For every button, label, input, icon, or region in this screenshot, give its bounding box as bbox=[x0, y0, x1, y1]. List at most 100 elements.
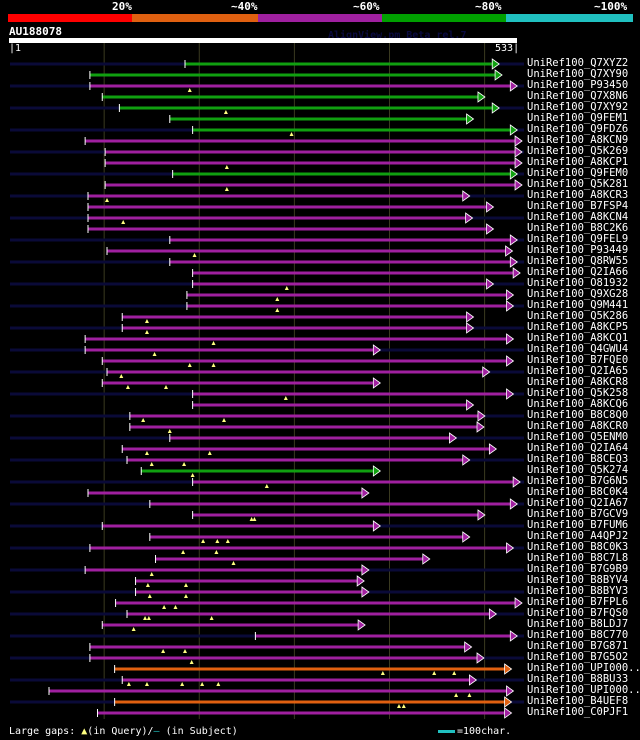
hit-label[interactable]: UniRef100_Q5K269 bbox=[527, 145, 629, 157]
hit-label[interactable]: UniRef100_B7G871 bbox=[527, 640, 629, 652]
query-gap-marker-icon bbox=[119, 374, 124, 378]
hit-end-arrow-icon bbox=[361, 487, 370, 499]
hit-end-arrow-icon bbox=[514, 146, 523, 158]
hit-label[interactable]: UniRef100_Q7X8N6 bbox=[527, 90, 629, 102]
hit-label[interactable]: UniRef100_Q2IA64 bbox=[527, 442, 629, 454]
hit-label[interactable]: UniRef100_B7FQE0 bbox=[527, 354, 629, 366]
hit-end-arrow-icon bbox=[504, 696, 513, 708]
hit-label[interactable]: UniRef100_Q2IA67 bbox=[527, 497, 629, 509]
hit-label[interactable]: UniRef100_Q5K258 bbox=[527, 387, 629, 399]
query-gap-marker-icon bbox=[223, 110, 228, 114]
hit-end-arrow-icon bbox=[488, 608, 498, 620]
hit-label[interactable]: UniRef100_B7FSP4 bbox=[527, 200, 629, 212]
hit-label[interactable]: UniRef100_B8C0K4 bbox=[527, 486, 629, 498]
query-gap-marker-icon bbox=[144, 451, 149, 455]
hit-end-arrow-icon bbox=[477, 509, 486, 521]
hit-label[interactable]: UniRef100_B8C770 bbox=[527, 629, 629, 641]
hit-end-arrow-icon bbox=[505, 245, 514, 257]
hit-label[interactable]: UniRef100_Q5K286 bbox=[527, 310, 629, 322]
hit-end-arrow-icon bbox=[486, 201, 495, 213]
hit-label[interactable]: UniRef100_B8LDJ7 bbox=[527, 618, 629, 630]
hit-label[interactable]: UniRef100_P93450 bbox=[527, 79, 629, 91]
hit-label[interactable]: UniRef100_B8BU33 bbox=[527, 673, 629, 685]
hit-end-arrow-icon bbox=[514, 157, 523, 169]
hit-label[interactable]: UniRef100_A8KCP5 bbox=[527, 321, 629, 333]
hit-label[interactable]: UniRef100_A8KCN9 bbox=[527, 134, 629, 146]
hit-label[interactable]: UniRef100_Q5ENM0 bbox=[527, 431, 629, 443]
hit-label[interactable]: UniRef100_A4QPJ2 bbox=[527, 530, 629, 542]
query-gap-marker-icon bbox=[401, 704, 406, 708]
hit-label[interactable]: UniRef100_A8KCR3 bbox=[527, 189, 629, 201]
hit-end-arrow-icon bbox=[449, 432, 458, 444]
hit-label[interactable]: UniRef100_C0PJF1 bbox=[527, 706, 629, 718]
hit-end-arrow-icon bbox=[506, 333, 515, 345]
hit-label[interactable]: UniRef100_Q7XY90 bbox=[527, 68, 629, 80]
hit-label[interactable]: UniRef100_A8KCQ1 bbox=[527, 332, 629, 344]
hit-label[interactable]: UniRef100_Q9FEM0 bbox=[527, 167, 629, 179]
query-gap-marker-icon bbox=[162, 605, 167, 609]
hit-label[interactable]: UniRef100_B8C2K6 bbox=[527, 222, 629, 234]
hit-label[interactable]: UniRef100_B8C7L8 bbox=[527, 552, 629, 564]
hit-label[interactable]: UniRef100_Q9M441 bbox=[527, 299, 629, 311]
hit-label[interactable]: UniRef100_Q9XG28 bbox=[527, 288, 629, 300]
hit-label[interactable]: UniRef100_O81932 bbox=[527, 277, 629, 289]
query-gap-marker-icon bbox=[207, 451, 212, 455]
hit-end-arrow-icon bbox=[506, 542, 515, 554]
hit-label[interactable]: UniRef100_Q7XYZ2 bbox=[527, 57, 629, 69]
hit-label[interactable]: UniRef100_A8KCR0 bbox=[527, 420, 629, 432]
hit-label[interactable]: UniRef100_Q9FDZ6 bbox=[527, 123, 629, 135]
hit-label[interactable]: UniRef100_B7G5O2 bbox=[527, 651, 629, 663]
query-gap-marker-icon bbox=[289, 132, 294, 136]
scale-legend: =100char. bbox=[438, 726, 511, 737]
hit-end-arrow-icon bbox=[465, 212, 474, 224]
query-gap-marker-icon bbox=[145, 583, 150, 587]
hit-label[interactable]: UniRef100_B7FQS0 bbox=[527, 607, 629, 619]
hit-label[interactable]: UniRef100_Q2IA65 bbox=[527, 365, 629, 377]
hit-label[interactable]: UniRef100_Q4GWU4 bbox=[527, 343, 629, 355]
legend-bar-40 bbox=[132, 14, 258, 22]
hit-label[interactable]: UniRef100_P93449 bbox=[527, 244, 629, 256]
query-gap-marker-icon bbox=[222, 418, 227, 422]
hit-label[interactable]: UniRef100_A8KCP1 bbox=[527, 156, 629, 168]
hit-label[interactable]: UniRef100_B7G9B9 bbox=[527, 563, 629, 575]
hit-label[interactable]: UniRef100_Q5K274 bbox=[527, 464, 629, 476]
legend-bar-80 bbox=[382, 14, 506, 22]
hit-label[interactable]: UniRef100_Q8RW55 bbox=[527, 255, 629, 267]
legend-label-20: 20% bbox=[112, 0, 132, 13]
hit-label[interactable]: UniRef100_B7FPL6 bbox=[527, 596, 629, 608]
hit-end-arrow-icon bbox=[372, 344, 382, 356]
hit-label[interactable]: UniRef100_UPI000.. bbox=[527, 662, 640, 674]
query-gap-marker-icon bbox=[152, 352, 157, 356]
query-gap-marker-icon bbox=[452, 671, 457, 675]
hit-label[interactable]: UniRef100_B8BYV4 bbox=[527, 574, 629, 586]
hit-label[interactable]: UniRef100_B7FUM6 bbox=[527, 519, 629, 531]
hit-label[interactable]: UniRef100_A8KCN4 bbox=[527, 211, 629, 223]
hit-label[interactable]: UniRef100_A8KCR8 bbox=[527, 376, 629, 388]
hit-label[interactable]: UniRef100_Q9FEM1 bbox=[527, 112, 629, 124]
query-gap-marker-icon bbox=[216, 682, 221, 686]
hit-label[interactable]: UniRef100_Q9FEL9 bbox=[527, 233, 629, 245]
hit-label[interactable]: UniRef100_B8BYV3 bbox=[527, 585, 629, 597]
hit-label[interactable]: UniRef100_Q7XY92 bbox=[527, 101, 629, 113]
hit-end-arrow-icon bbox=[357, 619, 366, 631]
query-gap-marker-icon bbox=[161, 649, 166, 653]
large-gaps-label: Large gaps: bbox=[9, 726, 76, 737]
hit-label[interactable]: UniRef100_B4UEF8 bbox=[527, 695, 629, 707]
query-gap-marker-icon bbox=[131, 627, 136, 631]
hit-label[interactable]: UniRef100_UPI000.. bbox=[527, 684, 640, 696]
query-gap-marker-icon bbox=[225, 539, 230, 543]
hit-label[interactable]: UniRef100_B8CEQ3 bbox=[527, 453, 629, 465]
legend-label-80: ~80% bbox=[475, 0, 502, 13]
hit-end-arrow-icon bbox=[509, 168, 518, 180]
hit-label[interactable]: UniRef100_Q2IA66 bbox=[527, 266, 629, 278]
hit-label[interactable]: UniRef100_B8C0K3 bbox=[527, 541, 629, 553]
legend-bar-60 bbox=[258, 14, 382, 22]
hit-label[interactable]: UniRef100_B7GCV9 bbox=[527, 508, 629, 520]
hit-label[interactable]: UniRef100_B7G6N5 bbox=[527, 475, 629, 487]
legend-label-40: ~40% bbox=[231, 0, 258, 13]
hit-label[interactable]: UniRef100_B8C8Q0 bbox=[527, 409, 629, 421]
hit-label[interactable]: UniRef100_A8KCQ6 bbox=[527, 398, 629, 410]
hit-label[interactable]: UniRef100_Q5K281 bbox=[527, 178, 629, 190]
query-gap-marker-icon bbox=[467, 693, 472, 697]
query-gap-marker-icon bbox=[209, 616, 214, 620]
